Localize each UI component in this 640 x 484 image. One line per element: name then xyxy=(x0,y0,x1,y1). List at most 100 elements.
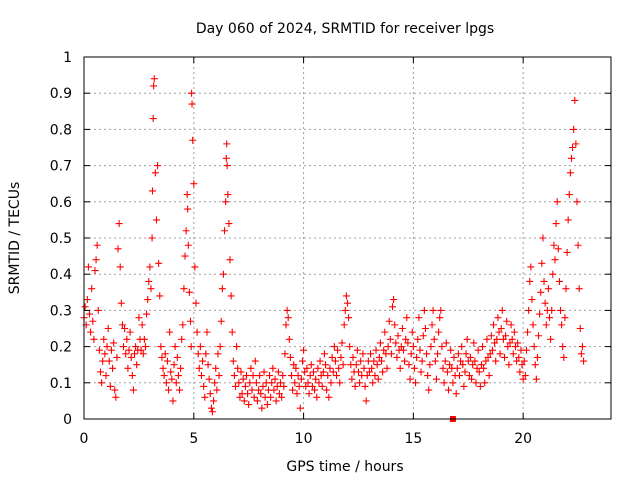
data-point xyxy=(408,328,416,336)
data-point xyxy=(330,343,338,351)
data-point xyxy=(490,321,498,329)
data-point xyxy=(485,372,493,380)
data-point xyxy=(443,368,451,376)
data-point xyxy=(464,357,472,365)
data-point xyxy=(460,382,468,390)
y-tick-label: 0.5 xyxy=(50,231,72,247)
data-point xyxy=(547,335,555,343)
data-point xyxy=(459,361,467,369)
x-tick-label: 0 xyxy=(80,431,89,447)
data-point xyxy=(392,339,400,347)
data-point xyxy=(150,75,158,83)
data-point xyxy=(455,372,463,380)
data-point xyxy=(503,317,511,325)
data-point xyxy=(323,386,331,394)
data-point xyxy=(440,379,448,387)
y-tick-label: 0.1 xyxy=(50,376,72,392)
data-point xyxy=(315,379,323,387)
data-point xyxy=(341,306,349,314)
data-point xyxy=(559,343,567,351)
data-point xyxy=(302,382,310,390)
data-point xyxy=(472,379,480,387)
data-point xyxy=(137,346,145,354)
data-point xyxy=(544,285,552,293)
data-point xyxy=(524,328,532,336)
data-points xyxy=(80,75,588,422)
data-point xyxy=(83,296,91,304)
data-point xyxy=(556,306,564,314)
data-point xyxy=(353,346,361,354)
data-point xyxy=(466,353,474,361)
data-point xyxy=(181,252,189,260)
data-point xyxy=(527,263,535,271)
data-point xyxy=(577,350,585,358)
data-point xyxy=(207,404,215,412)
data-point xyxy=(216,343,224,351)
data-point xyxy=(397,343,405,351)
data-point xyxy=(201,393,209,401)
data-point xyxy=(339,361,347,369)
data-point xyxy=(223,162,231,170)
data-point xyxy=(278,393,286,401)
data-point xyxy=(85,310,93,318)
data-point xyxy=(376,339,384,347)
data-point xyxy=(253,397,261,405)
y-tick-label: 0.8 xyxy=(50,122,72,138)
data-point xyxy=(118,321,126,329)
data-point xyxy=(479,343,487,351)
data-point xyxy=(486,350,494,358)
data-point xyxy=(215,372,223,380)
data-point xyxy=(407,350,415,358)
data-point xyxy=(174,372,182,380)
data-point xyxy=(390,296,398,304)
data-point xyxy=(580,357,588,365)
data-point xyxy=(454,350,462,358)
data-point xyxy=(526,277,534,285)
data-point xyxy=(445,386,453,394)
data-point xyxy=(123,335,131,343)
data-point xyxy=(106,382,114,390)
data-point xyxy=(325,393,333,401)
data-point xyxy=(214,350,222,358)
data-point xyxy=(518,361,526,369)
data-point xyxy=(127,353,135,361)
data-point xyxy=(150,82,158,90)
data-point xyxy=(507,321,515,329)
data-point xyxy=(141,343,149,351)
data-point xyxy=(309,368,317,376)
data-point xyxy=(539,234,547,242)
x-tick-label: 15 xyxy=(404,431,422,447)
data-point xyxy=(129,386,137,394)
data-point xyxy=(132,343,140,351)
data-point xyxy=(359,350,367,358)
data-point xyxy=(161,350,169,358)
data-point xyxy=(110,339,118,347)
data-point xyxy=(429,306,437,314)
data-point xyxy=(538,259,546,267)
data-point xyxy=(268,379,276,387)
data-point xyxy=(275,390,283,398)
data-point xyxy=(206,390,214,398)
data-point xyxy=(541,299,549,307)
data-point xyxy=(501,353,509,361)
data-point xyxy=(245,401,253,409)
data-point xyxy=(177,364,185,372)
data-point xyxy=(427,343,435,351)
data-point xyxy=(365,368,373,376)
data-point xyxy=(100,335,108,343)
data-point xyxy=(387,350,395,358)
y-tick-label: 0.7 xyxy=(50,159,72,175)
data-point xyxy=(152,216,160,224)
data-point xyxy=(576,325,584,332)
data-point xyxy=(303,364,311,372)
data-point xyxy=(248,386,256,394)
data-point xyxy=(470,339,478,347)
data-point xyxy=(324,372,332,380)
data-point xyxy=(146,263,154,271)
data-point xyxy=(138,321,146,329)
data-point xyxy=(305,390,313,398)
data-point xyxy=(96,368,104,376)
data-point xyxy=(573,198,581,206)
data-point xyxy=(481,379,489,387)
data-point xyxy=(404,339,412,347)
